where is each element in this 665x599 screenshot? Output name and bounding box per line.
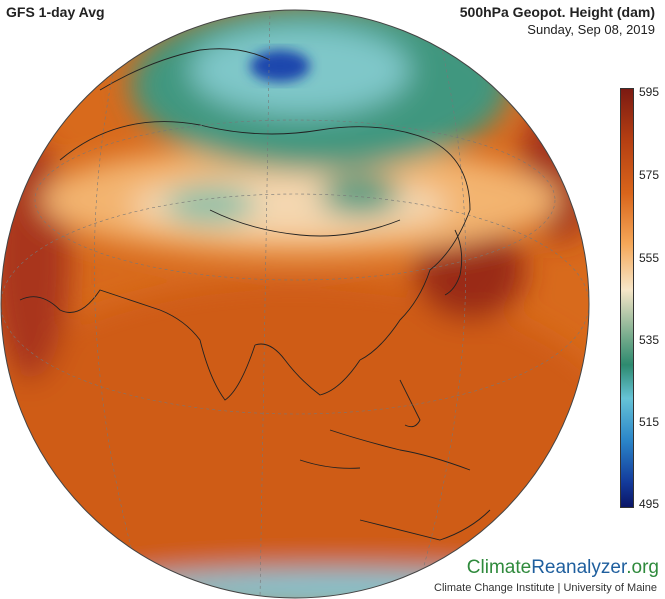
scale-tick: 595 <box>639 85 660 99</box>
date-label: Sunday, Sep 08, 2019 <box>527 22 655 37</box>
credit-line: Climate Change Institute | University of… <box>434 582 657 594</box>
color-scale-bar <box>620 88 634 508</box>
graticule <box>1 10 589 598</box>
brand-part-reanalyzer: Reanalyzer <box>531 557 627 578</box>
brand-part-climate: Climate <box>466 557 532 578</box>
scale-tick: 495 <box>639 497 660 511</box>
variable-title-block: 500hPa Geopot. Height (dam) Sunday, Sep … <box>460 4 655 37</box>
scale-tick: 555 <box>639 251 660 265</box>
brand-logo[interactable]: ClimateReanalyzer.org <box>467 557 659 579</box>
coastlines <box>19 48 491 541</box>
scale-tick: 515 <box>639 415 660 429</box>
product-title: GFS 1-day Avg <box>6 4 105 20</box>
scale-tick: 575 <box>639 168 660 182</box>
scale-tick: 535 <box>639 333 660 347</box>
variable-title: 500hPa Geopot. Height (dam) <box>459 4 655 20</box>
brand-part-org: .org <box>626 557 659 578</box>
